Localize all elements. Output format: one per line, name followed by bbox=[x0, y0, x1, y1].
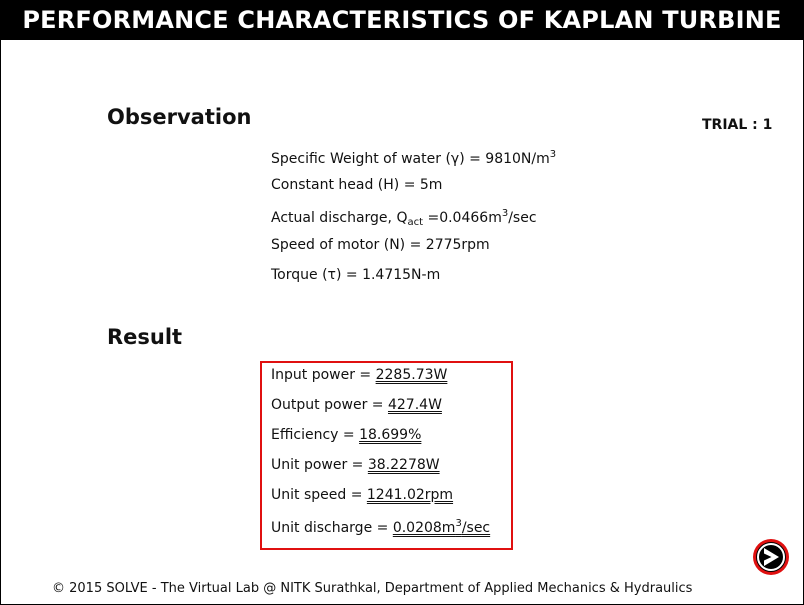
actual-discharge-line: Actual discharge, Qact =0.0466m3/sec bbox=[271, 208, 537, 228]
specific-weight-label: Specific Weight of water (γ) = bbox=[271, 151, 486, 167]
unit-discharge-label: Unit discharge = bbox=[271, 520, 393, 536]
speed-value: 2775rpm bbox=[425, 237, 490, 253]
page-title: PERFORMANCE CHARACTERISTICS OF KAPLAN TU… bbox=[0, 0, 804, 40]
constant-head-label: Constant head (H) = bbox=[271, 177, 420, 193]
input-power-value: 2285.73W bbox=[375, 367, 448, 383]
specific-weight-line: Specific Weight of water (γ) = 9810N/m3 bbox=[271, 149, 556, 167]
next-button[interactable] bbox=[752, 538, 790, 576]
specific-weight-value: 9810N/m bbox=[485, 151, 550, 167]
actual-discharge-unit: /sec bbox=[508, 210, 537, 226]
input-power-line: Input power = 2285.73W bbox=[271, 367, 447, 383]
unit-speed-label: Unit speed = bbox=[271, 487, 367, 503]
torque-value: 1.4715N-m bbox=[362, 267, 441, 283]
torque-label: Torque (τ) = bbox=[271, 267, 363, 283]
actual-discharge-label: Actual discharge, Q bbox=[271, 210, 408, 226]
constant-head-line: Constant head (H) = 5m bbox=[271, 177, 442, 193]
unit-power-value: 38.2278W bbox=[367, 457, 440, 473]
unit-discharge-value: 0.0208m3/sec bbox=[392, 518, 491, 536]
actual-discharge-value: 0.0466m bbox=[439, 210, 502, 226]
unit-speed-line: Unit speed = 1241.02rpm bbox=[271, 487, 453, 503]
output-power-line: Output power = 427.4W bbox=[271, 397, 442, 413]
unit-discharge-unit: /sec bbox=[461, 520, 491, 536]
unit-speed-value: 1241.02rpm bbox=[366, 487, 454, 503]
actual-discharge-eq: = bbox=[423, 210, 440, 226]
specific-weight-sup: 3 bbox=[549, 149, 557, 160]
efficiency-line: Efficiency = 18.699% bbox=[271, 427, 421, 443]
output-power-value: 427.4W bbox=[387, 397, 442, 413]
output-power-label: Output power = bbox=[271, 397, 388, 413]
torque-line: Torque (τ) = 1.4715N-m bbox=[271, 267, 440, 283]
result-heading: Result bbox=[107, 325, 183, 349]
unit-discharge-number: 0.0208m bbox=[392, 520, 456, 536]
footer-copyright: © 2015 SOLVE - The Virtual Lab @ NITK Su… bbox=[52, 581, 693, 596]
trial-label: TRIAL : 1 bbox=[702, 117, 773, 133]
efficiency-label: Efficiency = bbox=[271, 427, 360, 443]
speed-line: Speed of motor (N) = 2775rpm bbox=[271, 237, 490, 253]
actual-discharge-sub: act bbox=[407, 217, 424, 228]
arrow-right-icon bbox=[753, 539, 789, 575]
unit-power-line: Unit power = 38.2278W bbox=[271, 457, 440, 473]
input-power-label: Input power = bbox=[271, 367, 376, 383]
unit-discharge-sup: 3 bbox=[455, 518, 462, 529]
unit-discharge-line: Unit discharge = 0.0208m3/sec bbox=[271, 518, 490, 536]
observation-heading: Observation bbox=[107, 105, 252, 129]
result-box bbox=[260, 361, 513, 550]
constant-head-value: 5m bbox=[419, 177, 443, 193]
actual-discharge-sup: 3 bbox=[501, 208, 509, 219]
speed-label: Speed of motor (N) = bbox=[271, 237, 426, 253]
efficiency-value: 18.699% bbox=[359, 427, 422, 443]
unit-power-label: Unit power = bbox=[271, 457, 368, 473]
